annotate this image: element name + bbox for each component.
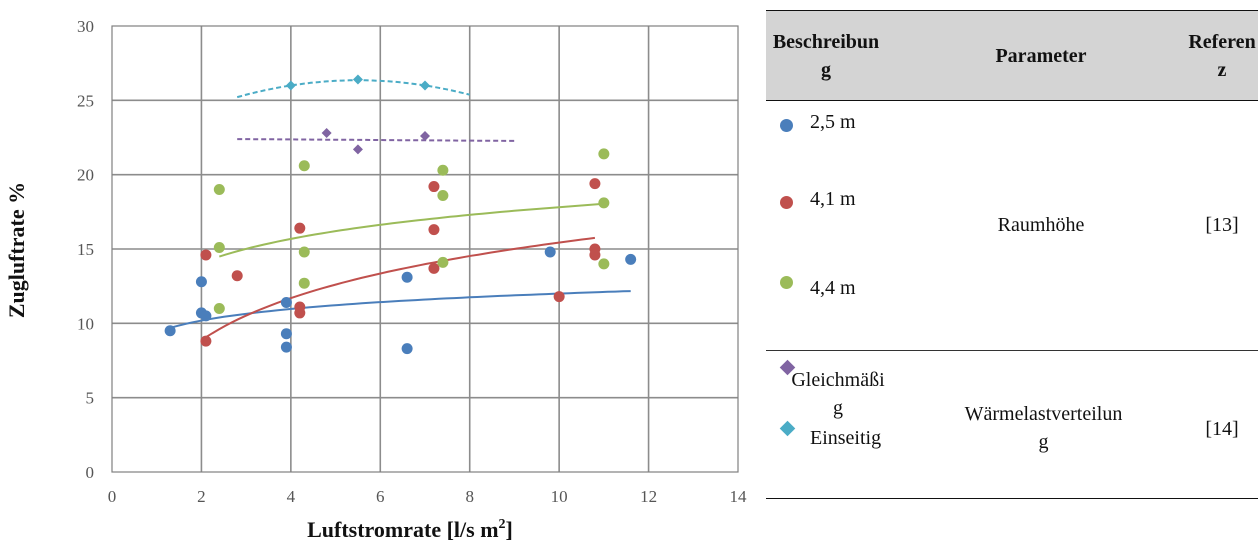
table-bottom-rule — [766, 498, 1258, 499]
trendline-series-1 — [205, 236, 596, 339]
point-s2-5 — [298, 277, 310, 289]
y-tick-label-6: 30 — [77, 17, 94, 36]
point-s2-3 — [298, 160, 310, 172]
trendline-series-4 — [236, 79, 470, 99]
point-s1-0 — [200, 249, 212, 261]
point-s1-3 — [294, 222, 306, 234]
legend-label-4-4m: 4,4 m — [810, 277, 856, 299]
point-s3-2 — [420, 131, 430, 142]
point-s1-12 — [589, 249, 601, 261]
point-s2-4 — [298, 246, 310, 258]
point-s4-0 — [285, 80, 296, 91]
legend-label-4-1m: 4,1 m — [810, 188, 856, 210]
x-tick-label-2: 4 — [287, 487, 296, 506]
x-tick-label-6: 12 — [640, 487, 657, 506]
point-s2-8 — [437, 256, 449, 268]
tick-labels: 0 2 4 6 8 10 12 14 0 5 10 15 20 25 30 — [77, 17, 747, 506]
x-tick-label-1: 2 — [197, 487, 206, 506]
data-points — [164, 74, 637, 355]
legend-marker-cyan-diamond — [779, 420, 796, 437]
point-s2-7 — [437, 189, 449, 201]
point-s1-7 — [428, 224, 440, 236]
y-tick-label-4: 20 — [77, 166, 94, 185]
point-s3-0 — [321, 128, 332, 139]
parameter-waermelastverteilung: Wärmelastverteilun g — [964, 403, 1123, 453]
point-s0-8 — [401, 343, 413, 355]
header-referenz: Referen z — [1188, 30, 1256, 81]
legend-marker-blue — [780, 119, 793, 132]
legend-label-einseitig: Einseitig — [810, 427, 882, 449]
header-parameter: Parameter — [995, 44, 1087, 67]
referenz-13: [13] — [1205, 214, 1239, 236]
point-s0-3 — [200, 310, 212, 322]
legend-label-gleichmaessig: Gleichmäßi g — [791, 369, 885, 419]
legend-table-header: Beschreibun g Parameter Referen z — [766, 10, 1258, 101]
y-tick-label-2: 10 — [77, 314, 94, 333]
point-s1-2 — [231, 270, 243, 282]
trendline-series-3 — [237, 138, 515, 142]
parameter-raumhoehe: Raumhöhe — [997, 214, 1085, 236]
point-s0-6 — [280, 341, 292, 353]
plot-area-frame — [111, 25, 739, 473]
point-s0-10 — [625, 253, 637, 265]
point-s1-1 — [200, 335, 212, 347]
point-s2-11 — [598, 258, 610, 270]
group-separator — [766, 350, 1258, 351]
x-tick-label-0: 0 — [108, 487, 117, 506]
point-s0-7 — [401, 271, 413, 283]
x-tick-label-5: 10 — [551, 487, 568, 506]
x-tick-label-3: 6 — [376, 487, 385, 506]
legend-marker-green — [780, 276, 793, 289]
point-s0-5 — [280, 328, 292, 340]
point-s2-2 — [213, 302, 225, 314]
point-s1-6 — [428, 181, 440, 193]
y-tick-label-0: 0 — [86, 463, 95, 482]
x-axis-title: Luftstromrate [l/s m2] — [307, 517, 513, 542]
point-s0-0 — [164, 325, 176, 337]
point-s1-9 — [553, 291, 565, 303]
point-s4-2 — [420, 80, 430, 91]
trend-lines — [169, 79, 631, 339]
grid-lines — [112, 26, 738, 472]
point-s0-1 — [195, 276, 207, 288]
point-s0-4 — [280, 297, 292, 309]
y-tick-label-1: 5 — [86, 389, 95, 408]
point-s2-9 — [598, 148, 610, 160]
point-s1-5 — [294, 307, 306, 319]
scatter-chart: 0 2 4 6 8 10 12 14 0 5 10 15 20 25 30 Zugluftrate % Lu… — [4, 17, 747, 542]
trendline-series-2 — [219, 202, 604, 258]
point-s4-1 — [352, 74, 363, 85]
legend-marker-red — [780, 196, 793, 209]
header-beschreibung: Beschreibun g — [772, 30, 880, 81]
x-tick-label-7: 14 — [730, 487, 748, 506]
y-axis-title: Zugluftrate % — [4, 182, 29, 318]
x-tick-label-4: 8 — [465, 487, 474, 506]
point-s1-8 — [428, 262, 440, 274]
y-tick-label-3: 15 — [77, 240, 94, 259]
point-s3-1 — [352, 144, 363, 155]
point-s2-0 — [213, 184, 225, 196]
point-s0-9 — [544, 246, 556, 258]
referenz-14: [14] — [1205, 418, 1239, 440]
point-s2-1 — [213, 242, 225, 254]
y-tick-label-5: 25 — [77, 91, 94, 110]
point-s2-10 — [598, 197, 610, 209]
point-s2-6 — [437, 164, 449, 176]
trendline-series-0 — [169, 290, 631, 329]
legend-label-2-5m: 2,5 m — [810, 111, 856, 133]
point-s1-10 — [589, 178, 601, 190]
